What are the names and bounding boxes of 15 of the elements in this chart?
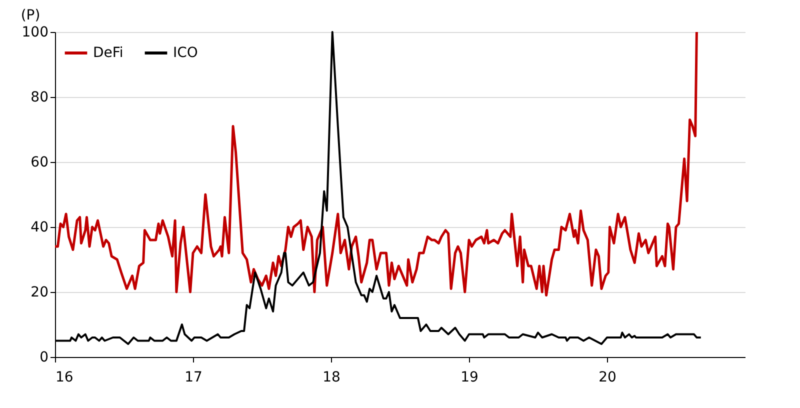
legend-label: DeFi [93, 45, 124, 61]
x-tick-label: 18 [322, 370, 340, 386]
x-tick-label: 19 [460, 370, 478, 386]
x-tick-label: 17 [184, 370, 202, 386]
y-tick-label: 40 [30, 220, 48, 236]
x-tick-label: 16 [56, 370, 74, 386]
y-tick-label: 60 [30, 154, 48, 170]
y-axis-title: (P) [20, 8, 40, 24]
line-series [54, 30, 698, 296]
x-tick-label: 20 [598, 370, 616, 386]
y-tick-label: 0 [40, 350, 48, 366]
y-tick-label: 100 [22, 24, 48, 40]
legend-label: ICO [173, 45, 198, 61]
y-tick-label: 80 [30, 90, 48, 106]
y-tick-label: 20 [30, 284, 48, 300]
